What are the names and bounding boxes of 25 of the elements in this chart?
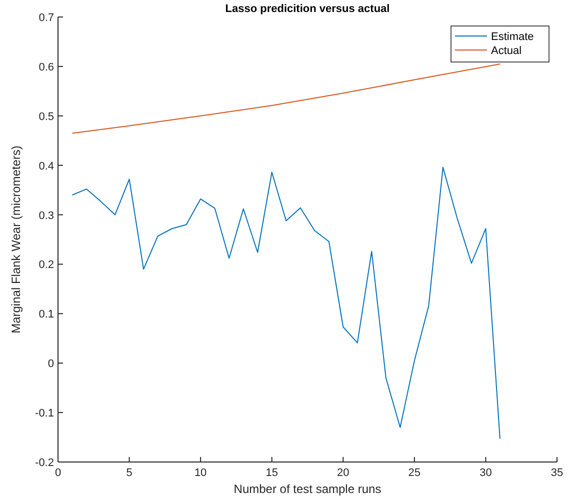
y-tick-label: 0.5 <box>38 110 54 123</box>
x-tick-label: 20 <box>337 467 350 479</box>
x-tick-label: 15 <box>266 467 278 479</box>
x-tick-label: 0 <box>54 467 62 479</box>
line-series <box>72 63 500 134</box>
y-tick-label: -0.2 <box>35 457 54 469</box>
x-tick-label: 5 <box>126 467 132 479</box>
chart-title: Lasso predicition versus actual <box>225 3 390 15</box>
y-tick-label: 0.2 <box>38 259 54 272</box>
legend-label: Estimate <box>491 31 534 43</box>
y-tick-label: 0.1 <box>38 308 54 321</box>
y-tick-label: -0.1 <box>35 408 54 420</box>
x-tick-label: 10 <box>194 467 207 479</box>
line-series <box>72 166 500 440</box>
x-axis-title: Number of test sample runs <box>234 482 382 496</box>
y-tick-label: 0.3 <box>38 210 54 222</box>
x-tick-label: 30 <box>480 467 492 479</box>
y-axis-title: Marginal Flank Wear (micrometers) <box>9 146 23 334</box>
x-tick-label: 35 <box>550 467 564 479</box>
legend-label: Actual <box>491 45 522 57</box>
y-tick-label: 0.6 <box>38 61 54 74</box>
y-tick-label: 0 <box>48 358 54 370</box>
y-tick-label: 0.4 <box>38 160 54 172</box>
y-tick-label: 0.7 <box>38 12 54 24</box>
x-tick-label: 25 <box>408 467 421 479</box>
